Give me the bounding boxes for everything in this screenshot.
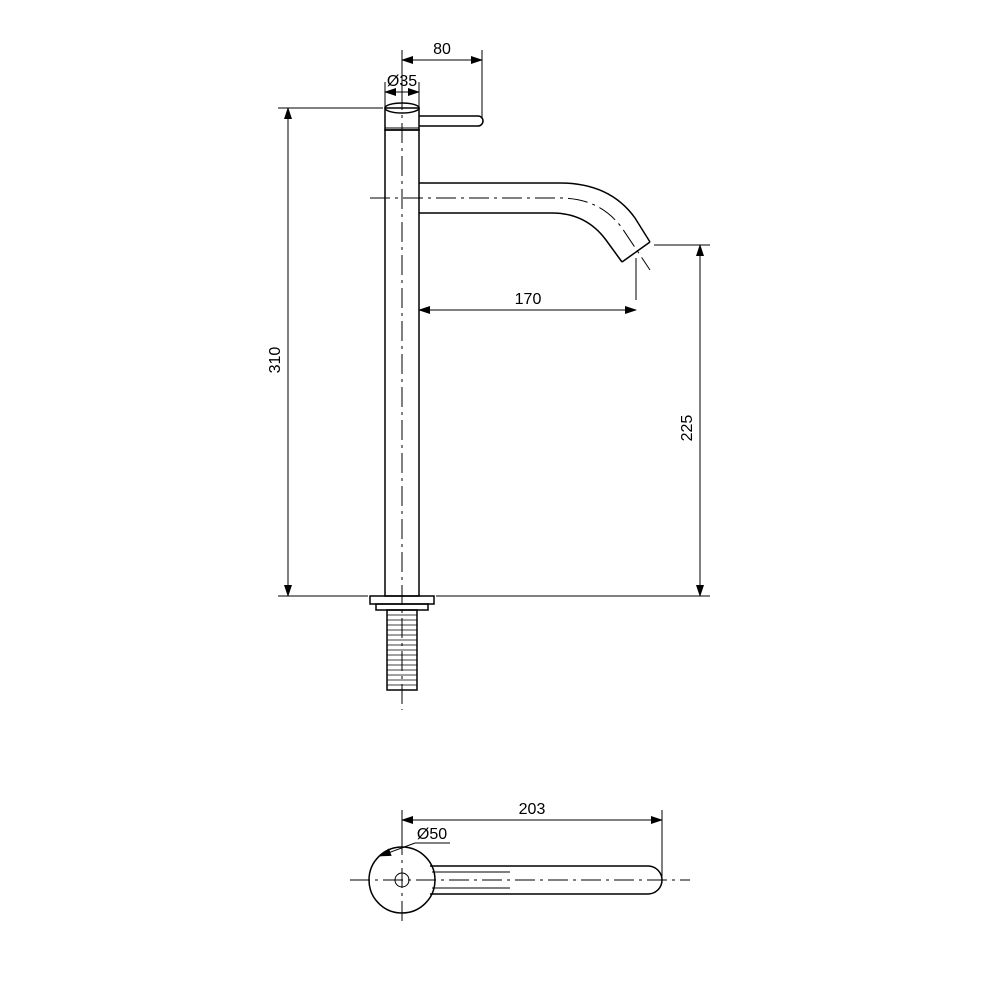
side-view: 80 Ø35 310 170 225 xyxy=(267,41,710,710)
dim-170: 170 xyxy=(419,215,636,310)
svg-text:170: 170 xyxy=(515,291,542,308)
dim-50: Ø50 xyxy=(380,826,450,856)
spout-centerline xyxy=(370,198,650,270)
spout xyxy=(370,183,650,270)
dim-225: 225 xyxy=(436,245,710,596)
svg-text:203: 203 xyxy=(519,801,546,818)
top-view: Ø50 203 xyxy=(350,801,690,925)
dim-310: 310 xyxy=(267,108,383,596)
svg-text:80: 80 xyxy=(433,41,451,58)
svg-text:310: 310 xyxy=(267,347,284,374)
svg-text:Ø50: Ø50 xyxy=(417,826,447,843)
svg-text:225: 225 xyxy=(679,415,696,442)
technical-drawing: 80 Ø35 310 170 225 xyxy=(0,0,1000,1000)
svg-text:Ø35: Ø35 xyxy=(387,73,417,90)
handle-lever xyxy=(419,116,483,126)
